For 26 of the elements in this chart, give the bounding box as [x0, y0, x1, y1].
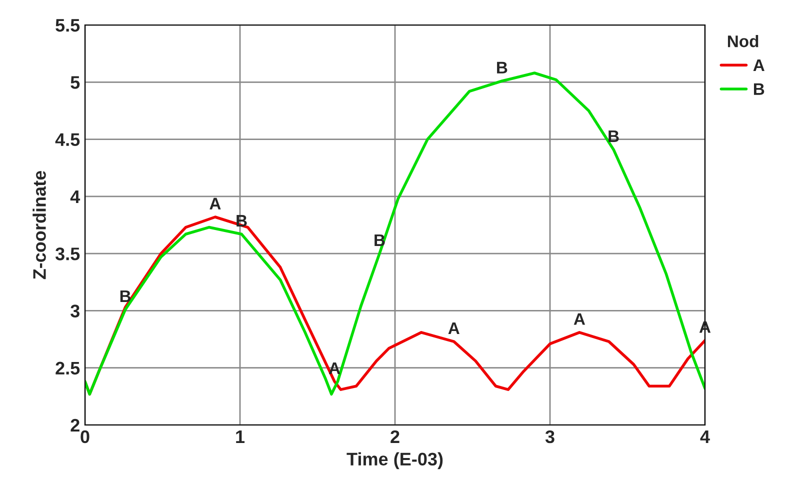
y-axis-title: Z-coordinate — [32, 170, 46, 280]
annotation: B — [497, 62, 508, 74]
annotation: A — [328, 362, 340, 374]
x-tick-label: 3 — [545, 430, 554, 444]
y-tick-label: 5.5 — [56, 19, 80, 32]
x-tick-label: 1 — [236, 430, 245, 443]
y-tick-label: 4.5 — [55, 133, 80, 146]
y-tick-label: 5 — [70, 76, 80, 89]
y-tick-label: 2.5 — [56, 362, 80, 375]
legend-title: Nod — [728, 35, 758, 48]
annotation: A — [574, 313, 586, 325]
x-tick-label: 0 — [80, 430, 90, 444]
x-tick-label: 2 — [390, 430, 400, 443]
annotation: B — [236, 215, 247, 227]
legend-label: B — [754, 83, 764, 95]
annotation: B — [120, 290, 131, 302]
x-axis-title: Time (E-03) — [346, 452, 443, 470]
legend-label: A — [753, 59, 764, 71]
annotation: A — [448, 322, 460, 334]
x-tick-label: 4 — [700, 430, 710, 443]
annotation: B — [608, 130, 619, 142]
y-tick-label: 2 — [70, 418, 80, 432]
y-tick-label: 4 — [70, 190, 80, 203]
y-tick-label: 3 — [70, 304, 80, 318]
y-tick-label: 3.5 — [55, 248, 80, 260]
annotation: A — [210, 198, 221, 210]
